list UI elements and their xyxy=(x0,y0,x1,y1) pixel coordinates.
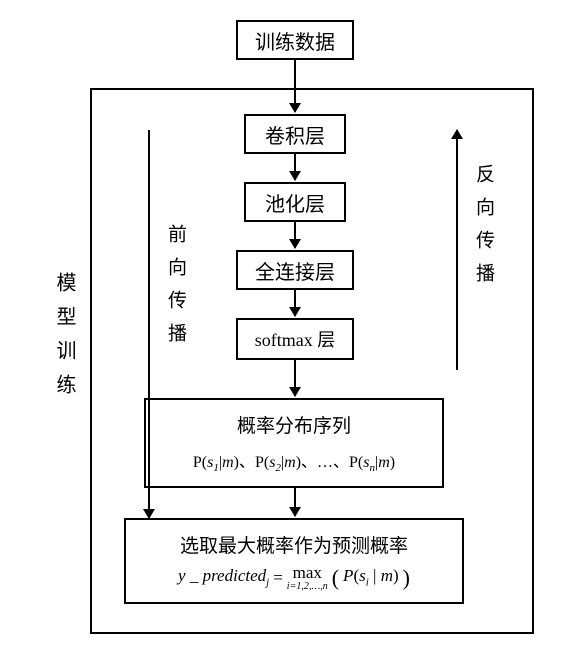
box-softmax: softmax 层 xyxy=(236,318,354,360)
arrow-forward-prop xyxy=(148,130,150,518)
box-distribution-title: 概率分布序列 xyxy=(237,411,351,438)
arrow-pool-fc xyxy=(294,222,296,248)
box-conv: 卷积层 xyxy=(244,114,346,154)
box-distribution-sequence: P(s1|m)、P(s2|m)、…、P(sn|m) xyxy=(193,448,395,474)
arrow-training-conv xyxy=(294,60,296,112)
arrow-fc-softmax xyxy=(294,290,296,316)
arrow-softmax-dist xyxy=(294,360,296,396)
box-fc: 全连接层 xyxy=(236,250,354,290)
label-backward-prop: 反向传播 xyxy=(470,164,497,296)
label-model-training: 模型训练 xyxy=(50,272,79,408)
box-fc-label: 全连接层 xyxy=(255,256,335,285)
box-distribution: 概率分布序列 P(s1|m)、P(s2|m)、…、P(sn|m) xyxy=(144,398,444,488)
box-training-data-label: 训练数据 xyxy=(255,26,335,55)
box-pool-label: 池化层 xyxy=(265,188,325,217)
box-predict-formula: y _ predictedj = max i=1,2,…,n ( P(si | … xyxy=(178,564,410,592)
arrow-conv-pool xyxy=(294,154,296,180)
label-forward-prop: 前向传播 xyxy=(162,224,189,356)
box-softmax-label: softmax 层 xyxy=(255,326,336,352)
box-predict: 选取最大概率作为预测概率 y _ predictedj = max i=1,2,… xyxy=(124,518,464,604)
arrow-backward-prop xyxy=(456,130,458,370)
box-training-data: 训练数据 xyxy=(236,20,354,60)
box-pool: 池化层 xyxy=(244,182,346,222)
arrow-dist-predict xyxy=(294,488,296,516)
box-predict-title: 选取最大概率作为预测概率 xyxy=(180,531,408,558)
box-conv-label: 卷积层 xyxy=(265,120,325,149)
